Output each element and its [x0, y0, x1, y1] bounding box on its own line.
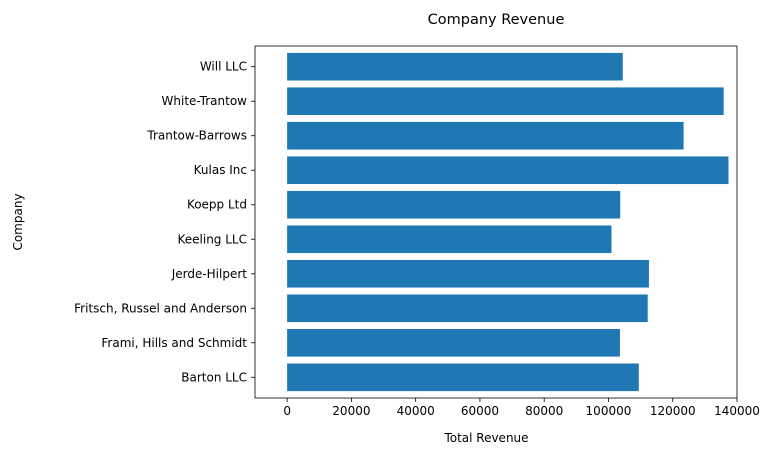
y-axis-label: Company [11, 193, 25, 250]
x-tick-label: 40000 [397, 404, 435, 418]
x-tick-label: 60000 [461, 404, 499, 418]
x-tick-label: 120000 [650, 404, 696, 418]
bar-0 [287, 363, 639, 392]
y-tick-label: White-Trantow [162, 94, 248, 108]
y-tick-label: Keeling LLC [178, 232, 248, 246]
x-tick-label: 20000 [332, 404, 370, 418]
y-tick-label: Kulas Inc [194, 163, 247, 177]
bar-1 [287, 328, 620, 357]
bar-6 [287, 156, 729, 185]
bars-layer [287, 52, 729, 392]
bar-9 [287, 52, 623, 81]
x-axis-label: Total Revenue [443, 431, 528, 445]
bar-8 [287, 87, 724, 116]
y-tick-label: Fritsch, Russel and Anderson [74, 301, 247, 315]
plot-frame [254, 45, 738, 399]
y-tick-label: Jerde-Hilpert [171, 267, 248, 281]
bar-3 [287, 259, 649, 288]
y-tick-label: Koepp Ltd [187, 198, 247, 212]
x-tick-label: 100000 [586, 404, 632, 418]
y-tick-label: Barton LLC [181, 370, 247, 384]
bar-5 [287, 190, 621, 219]
x-tick-label: 0 [283, 404, 291, 418]
bar-2 [287, 294, 648, 323]
x-axis-ticks: 0 20000 40000 60000 80000 100000 120000 140000 [283, 398, 760, 418]
x-tick-label: 80000 [525, 404, 563, 418]
y-tick-label: Trantow-Barrows [146, 129, 247, 143]
bar-4 [287, 225, 612, 254]
y-tick-label: Will LLC [200, 60, 247, 74]
y-tick-label: Frami, Hills and Schmidt [101, 336, 247, 350]
bar-7 [287, 121, 684, 150]
x-tick-label: 140000 [714, 404, 760, 418]
chart-title: Company Revenue [428, 12, 565, 28]
y-axis-ticks: Barton LLC Frami, Hills and Schmidt Fritsc… [74, 60, 255, 384]
